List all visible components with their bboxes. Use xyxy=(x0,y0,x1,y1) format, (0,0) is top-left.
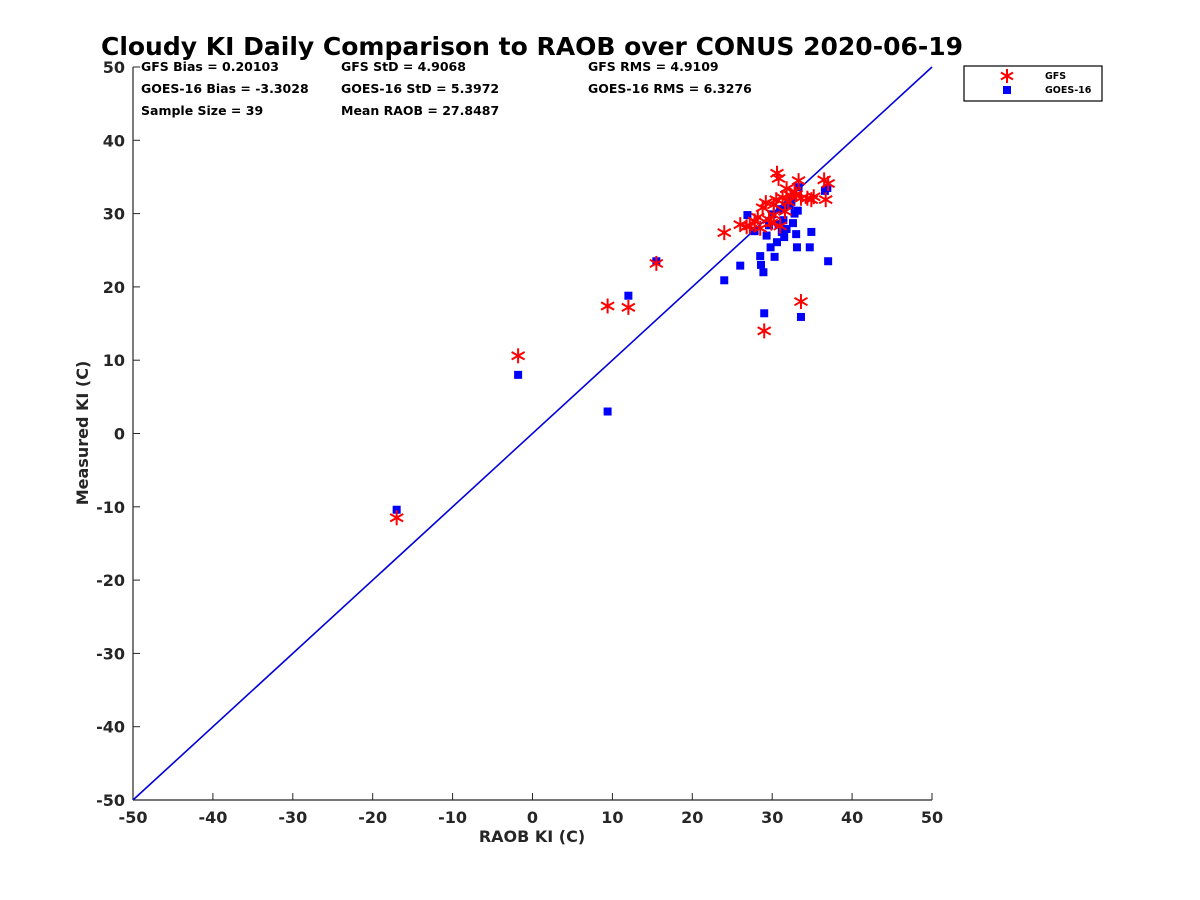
x-axis-label: RAOB KI (C) xyxy=(479,827,585,846)
x-tick-label: 50 xyxy=(921,808,943,827)
y-axis-label: Measured KI (C) xyxy=(73,361,92,506)
goes16-point xyxy=(759,268,768,277)
goes16-point xyxy=(805,243,814,252)
gfs-point xyxy=(649,255,664,271)
x-tick-label: -30 xyxy=(278,808,307,827)
gfs-point xyxy=(511,348,526,364)
y-tick-label: -40 xyxy=(96,718,125,737)
legend-box xyxy=(963,65,1103,102)
goes16-point xyxy=(780,233,789,242)
goes16-point xyxy=(772,238,781,247)
gfs-point xyxy=(600,298,615,314)
goes16-point xyxy=(824,257,833,266)
gfs-point xyxy=(766,197,781,213)
goes16-point xyxy=(757,260,766,269)
gfs-point xyxy=(764,215,779,231)
stat-sample-size: Sample Size = 39 xyxy=(141,103,263,118)
gfs-point xyxy=(758,195,773,211)
stat-gfs-bias: GFS Bias = 0.20103 xyxy=(141,59,279,74)
goes16-point xyxy=(777,227,786,236)
goes16-point xyxy=(756,252,765,261)
chart-title: Cloudy KI Daily Comparison to RAOB over … xyxy=(101,32,963,61)
x-tick-label: -10 xyxy=(438,808,467,827)
y-tick-label: -30 xyxy=(96,644,125,663)
y-tick-label: 0 xyxy=(114,425,125,444)
y-tick-label: -20 xyxy=(96,571,125,590)
series-gfs xyxy=(389,165,836,526)
goes16-point xyxy=(603,407,612,416)
goes16-point xyxy=(760,309,769,318)
x-tick-label: -50 xyxy=(119,808,148,827)
y-tick-label: 30 xyxy=(103,205,125,224)
stat-gfs-std: GFS StD = 4.9068 xyxy=(341,59,466,74)
goes16-point xyxy=(779,216,788,225)
y-tick-label: 40 xyxy=(103,131,125,150)
gfs-point xyxy=(793,294,808,310)
goes16-point xyxy=(720,276,729,285)
goes16-point xyxy=(774,219,783,228)
gfs-point xyxy=(750,209,765,225)
gfs-point xyxy=(777,203,792,219)
goes16-point xyxy=(796,312,805,321)
gfs-point xyxy=(781,194,796,210)
gfs-point xyxy=(789,187,804,203)
gfs-point xyxy=(771,170,786,186)
gfs-point xyxy=(742,218,757,234)
y-tick-label: 10 xyxy=(103,351,125,370)
legend-goes16-label: GOES-16 xyxy=(1045,85,1092,96)
y-tick-label: -50 xyxy=(96,791,125,810)
goes16-point xyxy=(514,370,523,379)
goes16-point xyxy=(788,219,797,228)
x-tick-label: 10 xyxy=(601,808,623,827)
gfs-point xyxy=(791,173,806,189)
gfs-point xyxy=(806,189,821,205)
goes16-point xyxy=(766,243,775,252)
gfs-point xyxy=(717,225,732,241)
legend-gfs-marker xyxy=(1000,69,1014,83)
goes16-point xyxy=(392,505,401,514)
goes16-point xyxy=(807,227,816,236)
legend-gfs-label: GFS xyxy=(1045,71,1066,82)
goes16-point xyxy=(743,211,752,220)
stat-mean-raob: Mean RAOB = 27.8487 xyxy=(341,103,499,118)
legend-gfs-asterisk xyxy=(1000,69,1014,83)
x-tick-label: 0 xyxy=(527,808,538,827)
y-tick-label: -10 xyxy=(96,498,125,517)
legend: GFS GOES-16 xyxy=(963,65,1103,102)
gfs-point xyxy=(389,510,404,526)
legend-goes16-marker xyxy=(1003,86,1011,94)
stat-goes-rms: GOES-16 RMS = 6.3276 xyxy=(588,81,752,96)
x-tick-label: 30 xyxy=(761,808,783,827)
gfs-point xyxy=(769,192,784,208)
stat-goes-bias: GOES-16 Bias = -3.3028 xyxy=(141,81,309,96)
goes16-point xyxy=(792,243,801,252)
goes16-point xyxy=(770,252,779,261)
y-tick-label: 50 xyxy=(103,58,125,77)
gfs-point xyxy=(818,192,833,208)
stat-gfs-rms: GFS RMS = 4.9109 xyxy=(588,59,719,74)
x-axis-ticks: -50 -40 -30 -20 -10 0 10 20 30 40 50 xyxy=(119,793,943,827)
goes16-point xyxy=(792,230,801,239)
gfs-point xyxy=(753,220,768,236)
y-axis-ticks: -50 -40 -30 -20 -10 0 10 20 30 40 50 xyxy=(96,58,140,810)
y-tick-label: 20 xyxy=(103,278,125,297)
gfs-point xyxy=(757,323,772,339)
gfs-point xyxy=(621,299,636,315)
x-tick-label: -40 xyxy=(198,808,227,827)
goes16-point xyxy=(762,231,771,240)
x-tick-label: 20 xyxy=(681,808,703,827)
gfs-point xyxy=(821,176,836,192)
goes16-point xyxy=(624,291,633,300)
x-tick-label: -20 xyxy=(358,808,387,827)
stats-block: GFS Bias = 0.20103 GFS StD = 4.9068 GFS … xyxy=(141,59,752,118)
x-tick-label: 40 xyxy=(841,808,863,827)
goes16-point xyxy=(793,206,802,215)
goes16-point xyxy=(736,261,745,270)
gfs-point xyxy=(773,218,788,234)
stat-goes-std: GOES-16 StD = 5.3972 xyxy=(341,81,499,96)
